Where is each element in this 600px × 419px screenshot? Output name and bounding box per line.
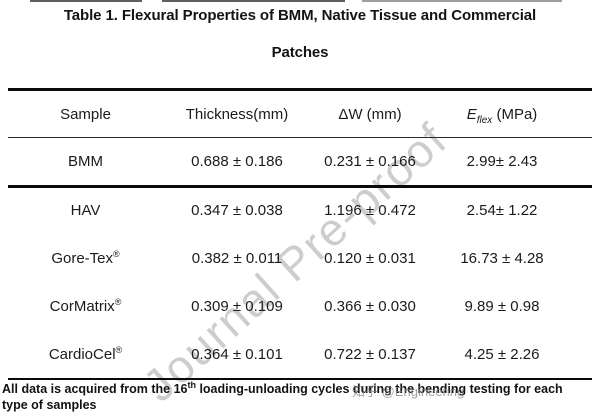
registered-mark: ®: [115, 344, 123, 355]
table-header-row: Sample Thickness(mm) ΔW (mm) Eflex (MPa): [8, 91, 592, 137]
row-sample: HAV: [70, 201, 101, 219]
footnote-line-1: All data is acquired from the 16th loadi…: [2, 379, 563, 396]
header-cell-thickness: Thickness(mm): [185, 105, 289, 123]
table-row: Gore-Tex® 0.382 ± 0.011 0.120 ± 0.031 16…: [8, 234, 592, 282]
table-bottom-rule: [8, 378, 592, 380]
row-thickness: 0.309 ± 0.109: [191, 297, 283, 315]
table-footnote: All data is acquired from the 16th loadi…: [2, 379, 598, 413]
table-mid-rule: [8, 185, 592, 188]
registered-mark: ®: [113, 248, 120, 259]
row-eflex: 16.73 ± 4.28: [460, 249, 544, 267]
row-thickness: 0.364 ± 0.101: [191, 345, 283, 363]
top-crop-artifact: [162, 0, 345, 2]
row-delta-w: 0.366 ± 0.030: [324, 297, 416, 315]
header-cell-sample: Sample: [60, 105, 111, 123]
row-sample: BMM: [68, 153, 103, 170]
table-row: BMM 0.688 ± 0.186 0.231 ± 0.166 2.99± 2.…: [8, 138, 592, 185]
table-row: HAV 0.347 ± 0.038 1.196 ± 0.472 2.54± 1.…: [8, 186, 592, 234]
footnote-line-2: type of samples: [2, 398, 97, 412]
eflex-unit: (MPa): [492, 105, 538, 123]
table-row: CardioCel® 0.364 ± 0.101 0.722 ± 0.137 4…: [8, 330, 592, 378]
row-sample: CardioCel®: [48, 344, 123, 363]
row-thickness: 0.347 ± 0.038: [191, 201, 283, 219]
row-thickness: 0.688 ± 0.186: [191, 153, 283, 170]
header-cell-delta-w: ΔW (mm): [338, 105, 402, 123]
row-delta-w: 1.196 ± 0.472: [324, 201, 416, 219]
top-crop-artifact: [30, 0, 142, 2]
row-sample: CorMatrix®: [49, 296, 122, 315]
row-sample: Gore-Tex®: [51, 248, 120, 267]
header-cell-eflex: Eflex (MPa): [429, 105, 575, 126]
row-delta-w: 0.231 ± 0.166: [324, 153, 416, 170]
row-delta-w: 0.722 ± 0.137: [324, 345, 416, 363]
table-header-rule: [8, 137, 592, 138]
row-eflex: 9.89 ± 0.98: [464, 297, 540, 315]
table-title-line-2: Patches: [271, 44, 329, 61]
row-thickness: 0.382 ± 0.011: [191, 249, 283, 267]
row-eflex: 2.99± 2.43: [466, 153, 538, 170]
row-delta-w: 0.120 ± 0.031: [324, 249, 416, 267]
table-top-rule: [8, 88, 592, 91]
eflex-subscript: flex: [476, 114, 493, 126]
row-eflex: 2.54± 1.22: [466, 201, 538, 219]
table-row: CorMatrix® 0.309 ± 0.109 0.366 ± 0.030 9…: [8, 282, 592, 330]
top-crop-artifact: [362, 0, 562, 2]
table-title-line-1: Table 1. Flexural Properties of BMM, Nat…: [63, 7, 537, 24]
eflex-symbol: E: [466, 105, 477, 123]
ordinal-superscript: th: [187, 379, 196, 390]
registered-mark: ®: [114, 296, 122, 307]
row-eflex: 4.25 ± 2.26: [464, 345, 540, 363]
